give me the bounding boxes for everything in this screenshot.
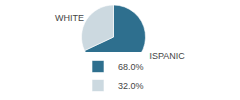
svg-text:68.0%: 68.0%: [118, 62, 144, 72]
svg-text:32.0%: 32.0%: [118, 81, 144, 91]
svg-text:HISPANIC: HISPANIC: [143, 51, 185, 61]
svg-text:WHITE: WHITE: [55, 13, 84, 23]
